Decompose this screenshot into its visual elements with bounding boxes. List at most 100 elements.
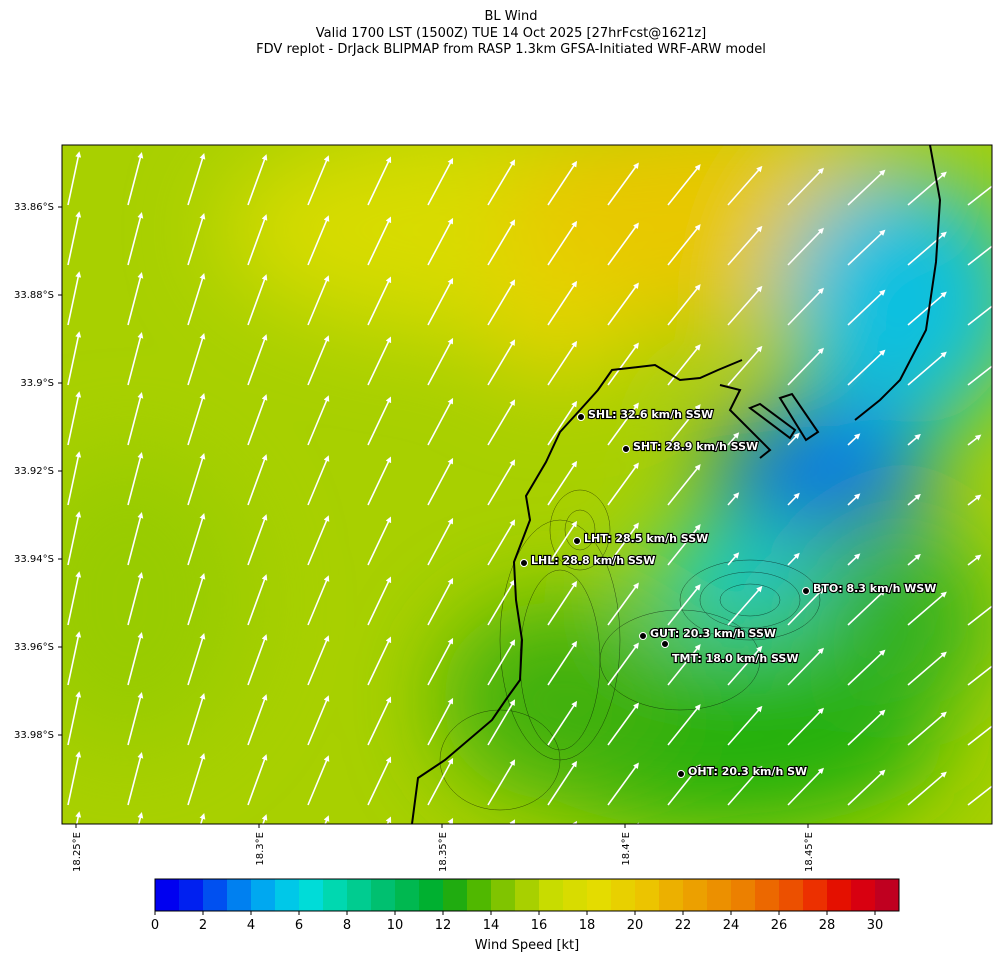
colorbar-bin: [179, 879, 204, 911]
wind-arrow: [247, 154, 268, 206]
station-dot: [661, 640, 669, 648]
colorbar-bin: [611, 879, 636, 911]
wind-arrow: [187, 513, 206, 566]
station-dot: [677, 770, 685, 778]
wind-arrow: [547, 760, 578, 806]
wind-arrow: [907, 231, 947, 266]
station-dot: [520, 559, 528, 567]
lat-tick-label: 33.94°S: [14, 554, 54, 565]
wind-arrow: [367, 456, 392, 506]
wind-arrow: [307, 455, 330, 506]
colorbar-bin: [443, 879, 468, 911]
wind-arrow: [967, 245, 992, 266]
station-label: SHL: 32.6 km/h SSW: [588, 408, 713, 421]
wind-arrow: [607, 162, 639, 206]
wind-arrow: [847, 349, 886, 386]
wind-arrow: [787, 492, 800, 506]
wind-arrow: [127, 452, 144, 506]
wind-arrow: [727, 165, 763, 206]
wind-arrow: [847, 493, 861, 506]
wind-arrow: [607, 762, 639, 806]
wind-arrow: [427, 757, 454, 806]
wind-arrow: [367, 636, 392, 686]
colorbar-tick-label: 18: [579, 918, 596, 933]
lat-tick-label: 33.96°S: [14, 642, 54, 653]
colorbar-tick-label: 22: [675, 918, 692, 933]
colorbar-tick-label: 2: [199, 918, 207, 933]
colorbar-label: Wind Speed [kt]: [475, 938, 579, 953]
wind-arrow: [727, 645, 763, 686]
wind-arrow: [247, 514, 268, 566]
wind-arrow: [907, 651, 947, 686]
wind-arrow: [547, 460, 578, 506]
wind-arrow: [307, 695, 330, 746]
wind-arrow: [667, 524, 701, 566]
wind-arrow: [367, 156, 392, 206]
colorbar-bin: [707, 879, 732, 911]
wind-arrow: [908, 834, 945, 865]
wind-arrow: [607, 222, 639, 266]
colorbar-bin: [323, 879, 348, 911]
wind-arrow: [127, 212, 144, 266]
wind-arrow: [487, 519, 516, 566]
wind-arrow: [967, 665, 992, 686]
wind-arrow: [727, 225, 763, 266]
wind-arrow: [667, 584, 701, 626]
wind-arrow: [667, 164, 701, 206]
wind-arrow: [247, 754, 268, 806]
colorbar-tick-label: 12: [435, 918, 452, 933]
wind-arrow: [427, 277, 454, 326]
wind-arrow: [307, 215, 330, 266]
wind-arrow: [727, 345, 763, 386]
map-frame: [61, 144, 993, 825]
wind-arrow: [547, 340, 578, 386]
wind-arrow: [487, 279, 516, 326]
wind-arrow: [127, 572, 144, 626]
station-label: GUT: 20.3 km/h SSW: [650, 627, 776, 640]
colorbar-frame: [154, 878, 900, 912]
wind-arrow: [727, 492, 740, 506]
wind-arrow: [967, 554, 982, 566]
wind-arrows: [67, 151, 992, 865]
wind-arrow: [571, 820, 578, 824]
wind-arrow: [427, 697, 454, 746]
wind-arrow: [75, 811, 82, 824]
wind-arrow: [367, 756, 392, 806]
station-dot: [577, 413, 585, 421]
wind-arrow: [847, 553, 861, 566]
map-field: [62, 145, 992, 865]
wind-arrow: [907, 171, 947, 206]
wind-arrow: [667, 404, 701, 446]
wind-arrow: [67, 151, 82, 206]
lon-tick-label: 18.25°E: [72, 832, 83, 872]
wind-arrow: [487, 459, 516, 506]
colorbar-bin: [779, 879, 804, 911]
wind-arrow: [607, 282, 639, 326]
wind-arrow: [427, 637, 454, 686]
wind-arrow: [187, 753, 206, 806]
wind-arrow: [667, 224, 701, 266]
coastline: [411, 145, 942, 824]
wind-arrow: [787, 707, 824, 746]
station-dot: [802, 587, 810, 595]
wind-arrow: [367, 276, 392, 326]
wind-arrow: [607, 402, 639, 446]
wind-arrow: [487, 579, 516, 626]
wind-arrow: [547, 520, 578, 566]
wind-arrow: [307, 155, 330, 206]
wind-arrow: [667, 344, 701, 386]
wind-arrow: [67, 271, 82, 326]
station-dot: [639, 632, 647, 640]
wind-arrow: [787, 347, 824, 386]
wind-arrow: [547, 220, 578, 266]
colorbar-tick-label: 4: [247, 918, 255, 933]
wind-arrow: [787, 552, 800, 566]
wind-arrow: [247, 274, 268, 326]
wind-arrow: [607, 702, 639, 746]
wind-arrow: [907, 771, 947, 806]
colorbar-tick-label: 26: [771, 918, 788, 933]
wind-arrow: [847, 769, 886, 806]
wind-arrow: [967, 605, 992, 626]
lat-tick-label: 33.88°S: [14, 290, 54, 301]
wind-arrow: [67, 391, 82, 446]
